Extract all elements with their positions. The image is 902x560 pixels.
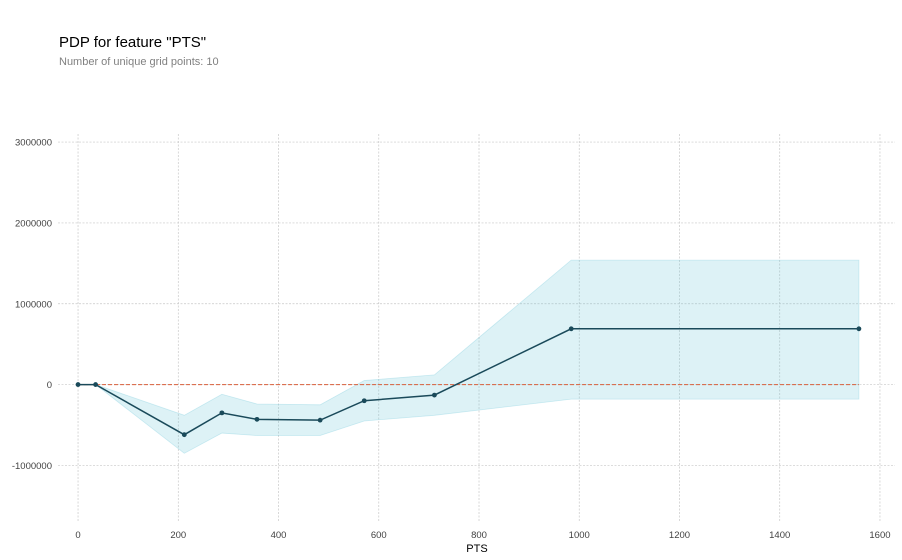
y-tick-label: 2000000 — [15, 218, 52, 229]
chart-title: PDP for feature "PTS" — [59, 34, 207, 51]
x-axis-label: PTS — [466, 543, 487, 555]
y-tick-label: -1000000 — [12, 461, 52, 472]
data-point — [75, 382, 81, 387]
y-tick-label: 3000000 — [15, 138, 52, 149]
y-tick-label: 1000000 — [15, 299, 52, 310]
x-tick-label: 400 — [271, 530, 287, 541]
x-tick-label: 800 — [471, 530, 487, 541]
data-point — [361, 398, 367, 404]
series-line — [78, 328, 859, 436]
data-point — [431, 392, 437, 398]
data-point — [93, 382, 98, 387]
data-point — [568, 326, 574, 332]
x-tick-label: 600 — [371, 530, 387, 541]
y-tick-labels: -1000000 0 1000000 2000000 3000000 — [12, 138, 52, 472]
confidence-band-area — [78, 259, 860, 454]
chart-subtitle: Number of unique grid points: 10 — [59, 56, 219, 68]
pdp-series — [75, 326, 862, 438]
data-point — [219, 410, 225, 416]
x-tick-labels: 0 200 400 600 800 1000 1200 1400 1600 — [75, 530, 890, 541]
data-point — [181, 432, 187, 438]
x-tick-label: 0 — [75, 530, 80, 541]
x-tick-label: 1600 — [869, 530, 890, 541]
x-tick-label: 1400 — [769, 530, 790, 541]
x-tick-label: 1200 — [669, 530, 690, 541]
data-point — [317, 417, 323, 423]
confidence-band — [78, 259, 860, 454]
data-point — [254, 416, 260, 422]
data-point — [856, 326, 862, 332]
x-tick-label: 200 — [170, 530, 186, 541]
y-tick-label: 0 — [47, 380, 52, 391]
grid-lines — [58, 134, 895, 522]
x-tick-label: 1000 — [569, 530, 590, 541]
